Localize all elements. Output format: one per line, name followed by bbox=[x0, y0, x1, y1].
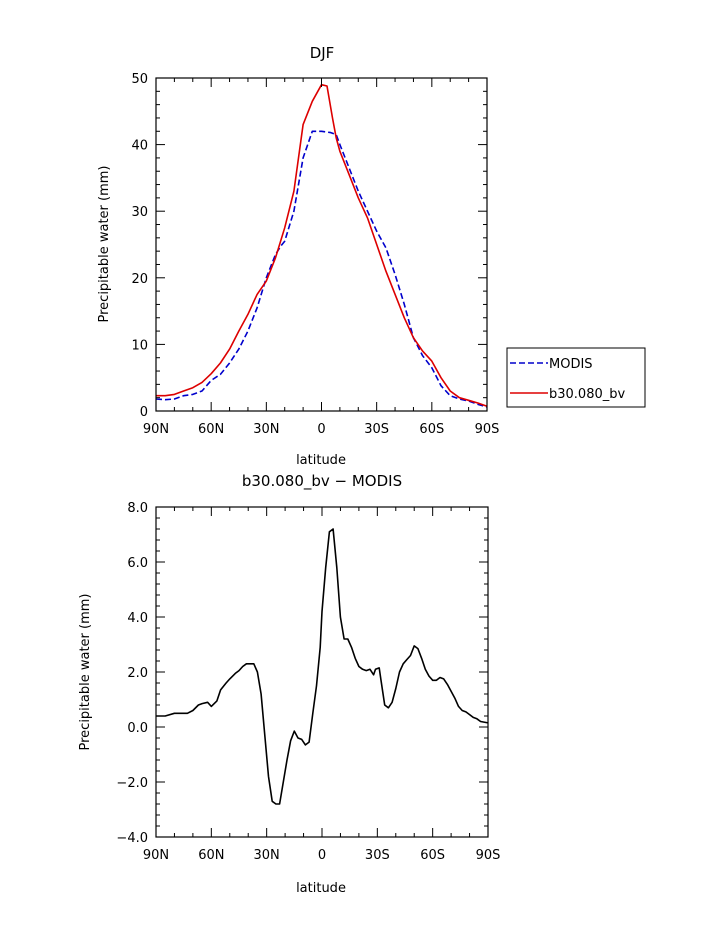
y-tick-label: 30 bbox=[131, 205, 148, 220]
y-tick-label: 0 bbox=[140, 405, 148, 420]
panel-difference: b30.080_bv − MODIS −4.0 −2.0 0.0 2.0 4.0 6.0 8… bbox=[78, 472, 500, 896]
y-tick-label: 6.0 bbox=[127, 556, 148, 571]
tick-marks bbox=[155, 506, 489, 838]
tick-marks bbox=[155, 77, 488, 412]
y-tick-label: 0.0 bbox=[127, 721, 148, 736]
series-group bbox=[156, 528, 489, 805]
x-tick-label: 0 bbox=[317, 422, 325, 437]
x-tick-label: 60N bbox=[198, 848, 224, 863]
x-tick-label: 60S bbox=[419, 422, 444, 437]
x-tick-label: 30S bbox=[364, 422, 389, 437]
y-tick-labels: −4.0 −2.0 0.0 2.0 4.0 6.0 8.0 bbox=[116, 501, 148, 846]
x-tick-label: 90N bbox=[143, 422, 169, 437]
series-line-modis bbox=[155, 130, 488, 408]
x-tick-label: 90S bbox=[476, 848, 501, 863]
chart-title: b30.080_bv − MODIS bbox=[242, 472, 402, 491]
x-tick-label: 30S bbox=[365, 848, 390, 863]
x-tick-labels: 90N 60N 30N 0 30S 60S 90S bbox=[143, 422, 500, 437]
x-axis-label: latitude bbox=[296, 453, 346, 468]
y-tick-label: −4.0 bbox=[116, 831, 148, 846]
x-axis-label: latitude bbox=[296, 881, 346, 896]
y-tick-labels: 0 10 20 30 40 50 bbox=[131, 72, 148, 420]
legend-label-modis: MODIS bbox=[549, 357, 593, 372]
x-tick-labels: 90N 60N 30N 0 30S 60S 90S bbox=[143, 848, 501, 863]
legend-label-model: b30.080_bv bbox=[549, 387, 625, 402]
x-tick-label: 60N bbox=[198, 422, 224, 437]
series-group bbox=[155, 83, 488, 408]
y-axis-label: Precipitable water (mm) bbox=[97, 166, 112, 323]
x-tick-label: 90N bbox=[143, 848, 169, 863]
plot-frame bbox=[155, 77, 488, 412]
y-tick-label: 50 bbox=[131, 72, 148, 87]
y-axis-label: Precipitable water (mm) bbox=[78, 594, 93, 751]
y-tick-label: 10 bbox=[131, 338, 148, 353]
y-tick-label: 20 bbox=[131, 272, 148, 287]
chart-title: DJF bbox=[310, 44, 335, 62]
y-tick-label: 2.0 bbox=[127, 666, 148, 681]
x-tick-label: 0 bbox=[318, 848, 326, 863]
y-tick-label: 8.0 bbox=[127, 501, 148, 516]
y-tick-label: 4.0 bbox=[127, 611, 148, 626]
legend-box bbox=[506, 347, 646, 408]
plot-frame bbox=[155, 506, 489, 838]
panel-djf: DJF 0 10 20 30 40 50 90N 60N 30N 0 30S 60S 90S lati… bbox=[97, 44, 646, 468]
series-line-b30-080-bv bbox=[156, 83, 488, 408]
x-tick-label: 30N bbox=[254, 848, 280, 863]
x-tick-label: 60S bbox=[420, 848, 445, 863]
y-tick-label: −2.0 bbox=[116, 776, 148, 791]
series-line-1 bbox=[156, 528, 489, 805]
x-tick-label: 90S bbox=[475, 422, 500, 437]
y-tick-label: 40 bbox=[131, 139, 148, 154]
legend: MODIS b30.080_bv bbox=[506, 347, 646, 408]
x-tick-label: 30N bbox=[253, 422, 279, 437]
